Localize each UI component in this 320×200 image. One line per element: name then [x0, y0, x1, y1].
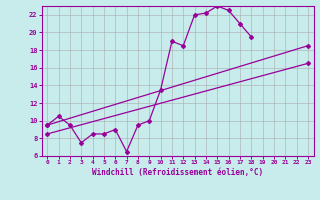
X-axis label: Windchill (Refroidissement éolien,°C): Windchill (Refroidissement éolien,°C)	[92, 168, 263, 177]
